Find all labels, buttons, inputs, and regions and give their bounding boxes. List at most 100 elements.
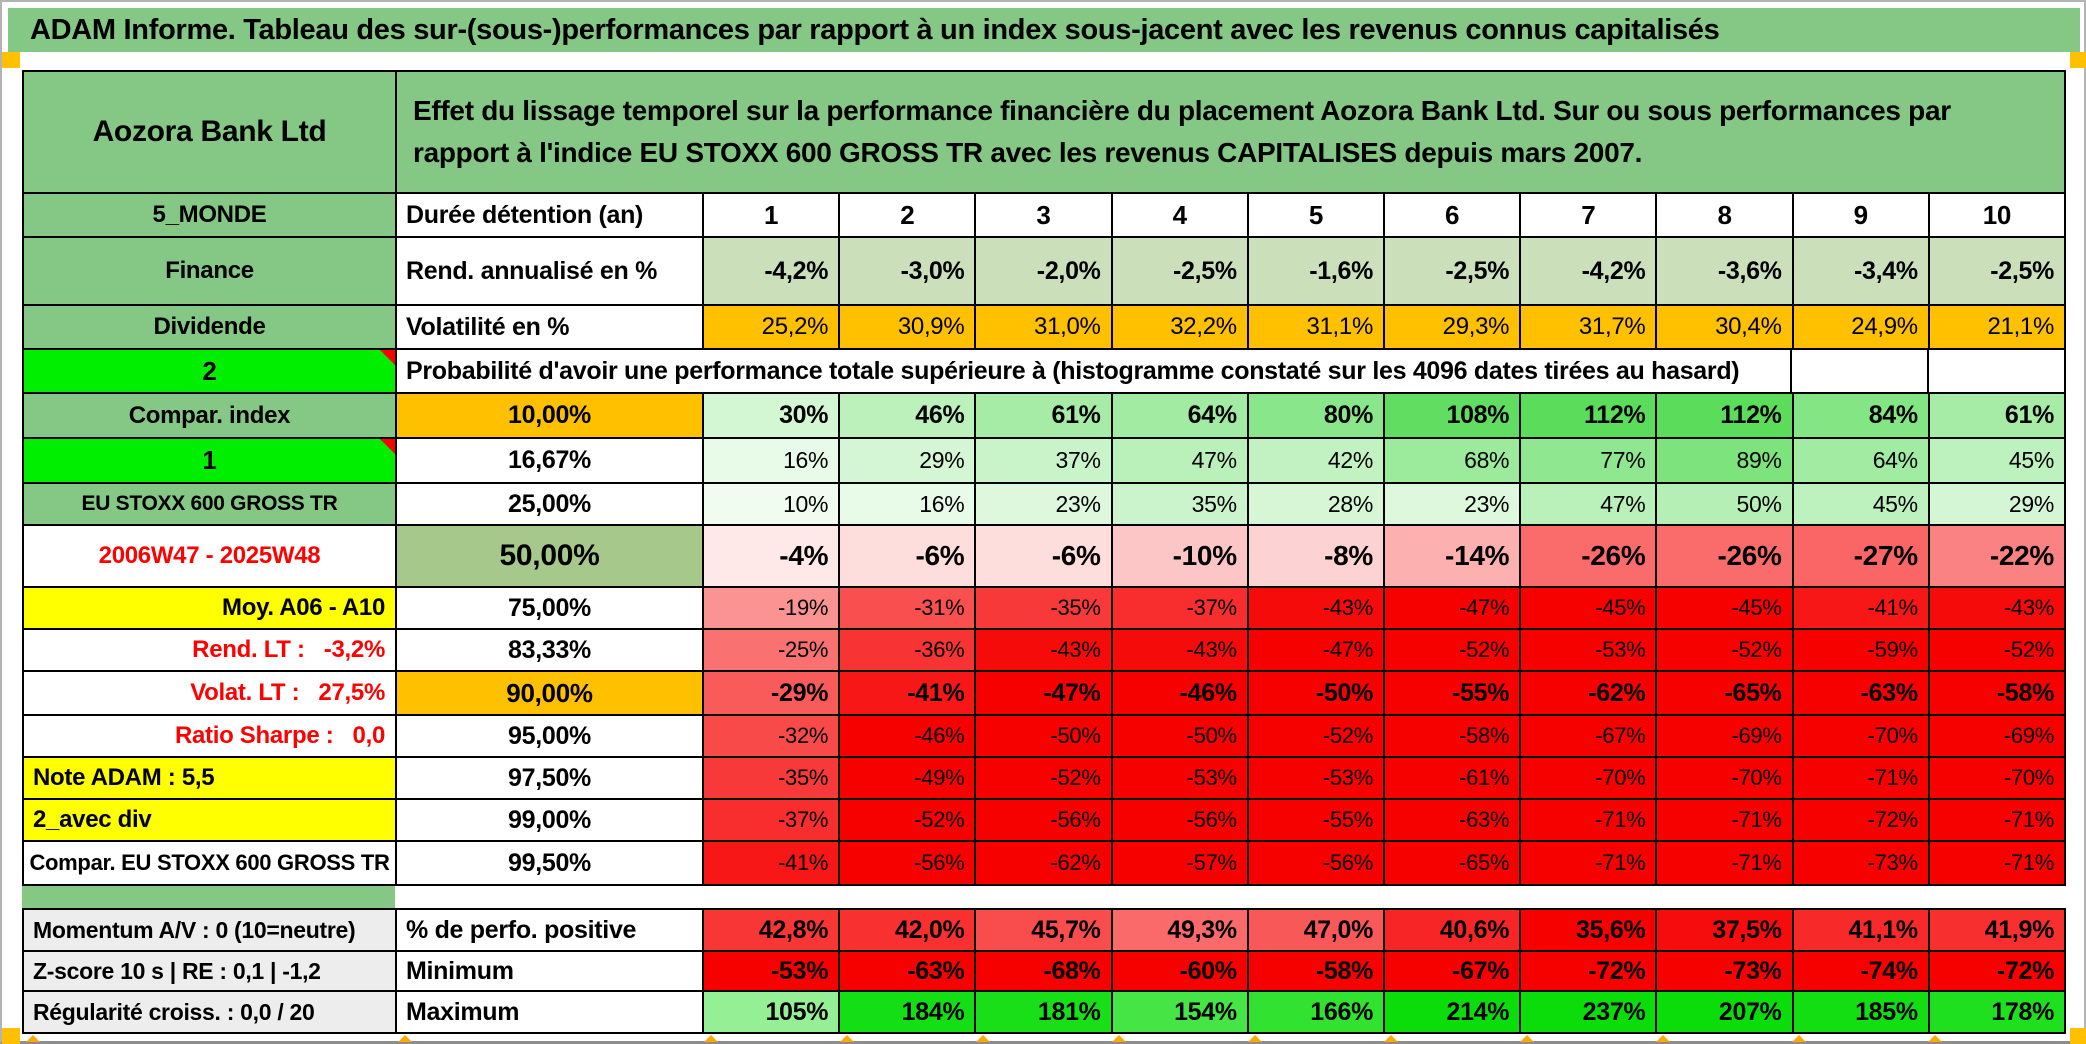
cell-annual-c5[interactable]: -1,6% — [1248, 238, 1386, 306]
cell-duration-c9[interactable]: 9 — [1793, 194, 1930, 238]
cell-p25-c2[interactable]: 16% — [840, 484, 977, 526]
table-description-cell[interactable]: Effet du lissage temporel sur la perform… — [397, 72, 2064, 194]
cell-p995-c9[interactable]: -73% — [1793, 842, 1930, 884]
cell-p75-c3[interactable]: -35% — [976, 588, 1113, 630]
row-label-p975[interactable]: Note ADAM : 5,5 — [24, 758, 397, 800]
cell-pos-c4[interactable]: 49,3% — [1112, 910, 1249, 952]
cell-p975-c4[interactable]: -53% — [1112, 758, 1249, 800]
cell-vol-c8[interactable]: 30,4% — [1657, 306, 1794, 350]
cell-p50-c4[interactable]: -10% — [1112, 526, 1249, 588]
cell-vol-c10[interactable]: 21,1% — [1929, 306, 2065, 350]
empty-cell[interactable] — [1792, 350, 1929, 394]
cell-p25-c3[interactable]: 23% — [976, 484, 1113, 526]
row-metric-max[interactable]: Maximum — [397, 992, 704, 1032]
cell-p99-c6[interactable]: -63% — [1385, 800, 1522, 842]
row-label-banner[interactable]: 2 — [24, 350, 397, 394]
cell-p95-c10[interactable]: -69% — [1929, 716, 2065, 758]
cell-p10-c7[interactable]: 112% — [1521, 394, 1658, 439]
cell-duration-c8[interactable]: 8 — [1657, 194, 1794, 238]
cell-duration-c5[interactable]: 5 — [1248, 194, 1386, 238]
cell-p10-c9[interactable]: 84% — [1793, 394, 1930, 439]
cell-p975-c6[interactable]: -61% — [1385, 758, 1522, 800]
row-label-p99[interactable]: 2_avec div — [24, 800, 397, 842]
cell-p975-c10[interactable]: -70% — [1929, 758, 2065, 800]
cell-vol-c4[interactable]: 32,2% — [1112, 306, 1249, 350]
cell-p83-c4[interactable]: -43% — [1112, 630, 1249, 672]
cell-p50-c5[interactable]: -8% — [1248, 526, 1386, 588]
cell-annual-c6[interactable]: -2,5% — [1385, 238, 1522, 306]
cell-p50-c10[interactable]: -22% — [1929, 526, 2065, 588]
cell-p10-c10[interactable]: 61% — [1929, 394, 2065, 439]
cell-p83-c9[interactable]: -59% — [1793, 630, 1930, 672]
cell-max-c9[interactable]: 185% — [1793, 992, 1930, 1032]
row-label-pos[interactable]: Momentum A/V : 0 (10=neutre) — [24, 910, 397, 952]
row-label-p50[interactable]: 2006W47 - 2025W48 — [24, 526, 397, 588]
cell-min-c1[interactable]: -53% — [704, 952, 841, 992]
row-metric-p95[interactable]: 95,00% — [397, 716, 704, 758]
cell-p16-c5[interactable]: 42% — [1248, 439, 1386, 484]
cell-p50-c6[interactable]: -14% — [1385, 526, 1522, 588]
cell-p995-c1[interactable]: -41% — [704, 842, 841, 884]
cell-max-c10[interactable]: 178% — [1929, 992, 2065, 1032]
cell-p83-c2[interactable]: -36% — [840, 630, 977, 672]
security-name-cell[interactable]: Aozora Bank Ltd — [24, 72, 397, 194]
cell-min-c9[interactable]: -74% — [1793, 952, 1930, 992]
cell-p99-c4[interactable]: -56% — [1112, 800, 1249, 842]
cell-p50-c2[interactable]: -6% — [840, 526, 977, 588]
cell-annual-c3[interactable]: -2,0% — [976, 238, 1113, 306]
cell-duration-c4[interactable]: 4 — [1112, 194, 1249, 238]
cell-min-c2[interactable]: -63% — [840, 952, 977, 992]
cell-p99-c7[interactable]: -71% — [1521, 800, 1658, 842]
cell-p95-c6[interactable]: -58% — [1385, 716, 1522, 758]
cell-p90-c8[interactable]: -65% — [1657, 672, 1794, 716]
cell-p995-c4[interactable]: -57% — [1112, 842, 1249, 884]
cell-pos-c3[interactable]: 45,7% — [976, 910, 1113, 952]
cell-p75-c1[interactable]: -19% — [704, 588, 841, 630]
cell-p995-c5[interactable]: -56% — [1248, 842, 1386, 884]
cell-p90-c5[interactable]: -50% — [1248, 672, 1386, 716]
cell-annual-c1[interactable]: -4,2% — [704, 238, 841, 306]
cell-p10-c2[interactable]: 46% — [840, 394, 977, 439]
row-metric-vol[interactable]: Volatilité en % — [397, 306, 704, 350]
cell-vol-c1[interactable]: 25,2% — [704, 306, 841, 350]
row-label-p83[interactable]: Rend. LT : -3,2% — [24, 630, 397, 672]
cell-p90-c3[interactable]: -47% — [976, 672, 1113, 716]
cell-p95-c5[interactable]: -52% — [1248, 716, 1386, 758]
cell-annual-c9[interactable]: -3,4% — [1793, 238, 1930, 306]
cell-p10-c4[interactable]: 64% — [1112, 394, 1249, 439]
cell-p99-c9[interactable]: -72% — [1793, 800, 1930, 842]
cell-vol-c2[interactable]: 30,9% — [840, 306, 977, 350]
row-label-vol[interactable]: Dividende — [24, 306, 397, 350]
row-metric-p99[interactable]: 99,00% — [397, 800, 704, 842]
cell-vol-c7[interactable]: 31,7% — [1521, 306, 1658, 350]
cell-p90-c4[interactable]: -46% — [1112, 672, 1249, 716]
cell-p975-c2[interactable]: -49% — [840, 758, 977, 800]
cell-p50-c1[interactable]: -4% — [704, 526, 841, 588]
cell-p75-c8[interactable]: -45% — [1657, 588, 1794, 630]
cell-min-c6[interactable]: -67% — [1385, 952, 1522, 992]
cell-p10-c1[interactable]: 30% — [704, 394, 841, 439]
cell-vol-c6[interactable]: 29,3% — [1385, 306, 1522, 350]
row-metric-p50[interactable]: 50,00% — [397, 526, 704, 588]
cell-vol-c9[interactable]: 24,9% — [1793, 306, 1930, 350]
cell-p95-c3[interactable]: -50% — [976, 716, 1113, 758]
cell-p25-c8[interactable]: 50% — [1657, 484, 1794, 526]
probability-banner-cell[interactable]: Probabilité d'avoir une performance tota… — [397, 350, 1792, 394]
cell-p90-c7[interactable]: -62% — [1521, 672, 1658, 716]
cell-p99-c10[interactable]: -71% — [1929, 800, 2065, 842]
cell-p50-c9[interactable]: -27% — [1793, 526, 1930, 588]
cell-p50-c3[interactable]: -6% — [976, 526, 1113, 588]
cell-annual-c7[interactable]: -4,2% — [1521, 238, 1658, 306]
cell-p16-c9[interactable]: 64% — [1793, 439, 1930, 484]
cell-p83-c5[interactable]: -47% — [1248, 630, 1386, 672]
row-metric-pos[interactable]: % de perfo. positive — [397, 910, 704, 952]
cell-p90-c6[interactable]: -55% — [1385, 672, 1522, 716]
cell-max-c5[interactable]: 166% — [1248, 992, 1386, 1032]
cell-p50-c8[interactable]: -26% — [1657, 526, 1794, 588]
cell-p83-c6[interactable]: -52% — [1385, 630, 1522, 672]
cell-vol-c5[interactable]: 31,1% — [1248, 306, 1386, 350]
cell-pos-c5[interactable]: 47,0% — [1248, 910, 1386, 952]
cell-p83-c10[interactable]: -52% — [1929, 630, 2065, 672]
cell-p75-c9[interactable]: -41% — [1793, 588, 1930, 630]
cell-p83-c8[interactable]: -52% — [1657, 630, 1794, 672]
